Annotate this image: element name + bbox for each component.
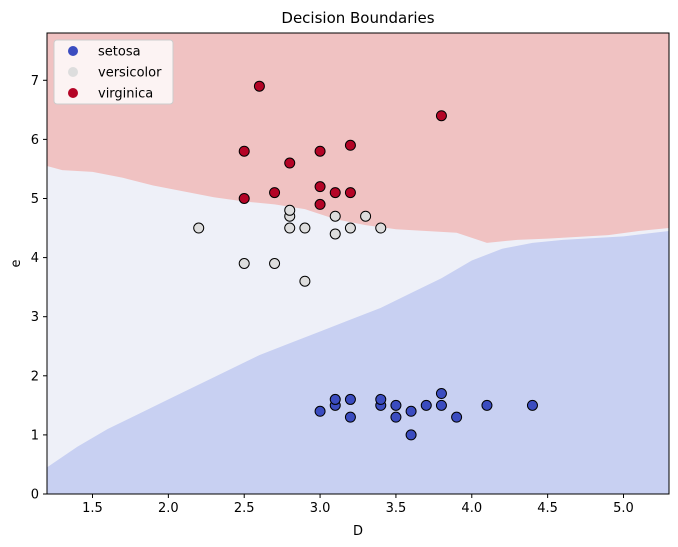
point-setosa [405, 405, 417, 417]
point-setosa [375, 393, 387, 405]
legend-box [53, 39, 174, 105]
point-virginica [314, 198, 326, 210]
point-virginica [269, 187, 281, 199]
point-setosa [435, 399, 447, 411]
point-virginica [344, 187, 356, 199]
x-tick-label: 1.5 [82, 501, 103, 516]
y-tick-label: 7 [31, 74, 39, 89]
legend-marker-versicolor [68, 67, 78, 77]
x-tick-label: 4.5 [537, 501, 558, 516]
legend-label-versicolor: versicolor [98, 66, 162, 81]
point-versicolor [360, 210, 372, 222]
y-tick-label: 2 [31, 369, 39, 384]
point-virginica [284, 157, 296, 169]
point-setosa [344, 411, 356, 423]
point-versicolor [375, 222, 387, 234]
y-tick-label: 0 [31, 488, 39, 503]
x-tick-label: 4.0 [461, 501, 482, 516]
legend-label-virginica: virginica [98, 87, 153, 102]
y-tick-label: 1 [31, 428, 39, 443]
plot-frame [46, 32, 670, 495]
region-setosa [47, 230, 669, 494]
point-setosa [451, 411, 463, 423]
point-virginica [253, 80, 265, 92]
x-tick-label: 3.0 [310, 501, 331, 516]
legend-marker-virginica [68, 88, 78, 98]
plot-area [47, 33, 669, 494]
y-tick-label: 3 [31, 310, 39, 325]
point-setosa [314, 405, 326, 417]
point-versicolor [193, 222, 205, 234]
x-tick-label: 3.5 [386, 501, 407, 516]
point-setosa [435, 388, 447, 400]
point-virginica [435, 110, 447, 122]
point-setosa [344, 393, 356, 405]
point-virginica [238, 192, 250, 204]
y-axis: 0 1 2 3 4 5 6 7 [31, 74, 47, 503]
legend: setosa versicolor virginica [53, 39, 174, 105]
point-setosa [420, 399, 432, 411]
point-setosa [405, 429, 417, 441]
point-versicolor [344, 222, 356, 234]
point-virginica [329, 187, 341, 199]
point-versicolor [269, 258, 281, 269]
y-tick-label: 6 [31, 133, 39, 148]
point-setosa [390, 411, 402, 423]
x-tick-label: 5.0 [613, 501, 634, 516]
region-virginica [47, 33, 669, 243]
y-axis-label: e [9, 260, 24, 268]
legend-marker-setosa [68, 46, 78, 56]
x-axis: 1.5 2.0 2.5 3.0 3.5 4.0 4.5 5.0 [82, 494, 634, 516]
point-virginica [238, 145, 250, 157]
point-versicolor [329, 228, 341, 240]
point-versicolor [329, 210, 341, 222]
point-virginica [314, 145, 326, 157]
x-axis-label: D [353, 524, 363, 539]
point-setosa [390, 399, 402, 411]
points-layer [193, 80, 538, 441]
point-virginica [314, 181, 326, 193]
legend-label-setosa: setosa [98, 45, 141, 60]
point-versicolor [299, 222, 311, 234]
point-setosa [481, 399, 493, 411]
x-tick-label: 2.0 [158, 501, 179, 516]
point-versicolor [284, 204, 296, 216]
point-versicolor [284, 222, 296, 234]
point-setosa [526, 399, 538, 411]
point-virginica [344, 139, 356, 151]
point-versicolor [299, 275, 311, 287]
chart-title: Decision Boundaries [281, 9, 434, 27]
y-tick-label: 4 [31, 251, 39, 266]
point-setosa [329, 393, 341, 405]
point-versicolor [238, 258, 250, 269]
y-tick-label: 5 [31, 192, 39, 207]
x-tick-label: 2.5 [234, 501, 255, 516]
